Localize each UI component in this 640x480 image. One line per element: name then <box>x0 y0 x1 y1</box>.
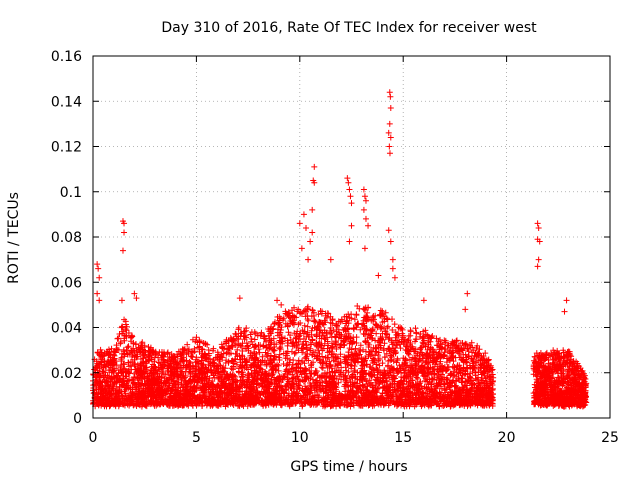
data-point-marker <box>253 384 260 391</box>
data-point-marker <box>299 345 306 352</box>
data-point-marker <box>357 342 364 349</box>
data-point-marker <box>231 372 238 379</box>
data-point-marker <box>128 334 135 341</box>
data-point-marker <box>276 345 283 352</box>
data-point-marker <box>376 362 383 369</box>
data-point-marker <box>256 349 263 356</box>
data-point-marker <box>315 311 322 318</box>
data-point-marker <box>328 340 335 347</box>
data-point-marker <box>97 346 104 353</box>
data-point-marker <box>233 361 240 368</box>
data-point-marker <box>357 348 364 355</box>
grid-lines <box>93 56 610 418</box>
data-point-marker <box>308 327 315 334</box>
data-point-marker <box>115 335 122 342</box>
data-point-marker <box>292 349 299 356</box>
data-point-marker <box>412 348 419 355</box>
data-point-marker <box>335 367 342 374</box>
data-point-marker <box>316 329 323 336</box>
data-point-marker <box>309 306 316 313</box>
data-point-marker <box>291 350 298 357</box>
data-point-marker <box>326 358 333 365</box>
data-point-marker <box>263 338 270 345</box>
data-point-marker <box>251 336 258 343</box>
data-point-marker <box>184 341 191 348</box>
data-point-marker <box>443 367 450 374</box>
data-point-marker <box>381 340 388 347</box>
data-points <box>90 89 590 410</box>
data-point-marker <box>402 366 409 373</box>
data-point-marker <box>227 371 234 378</box>
data-point-marker <box>118 324 125 331</box>
data-point-marker <box>382 309 389 316</box>
data-point-marker <box>351 363 358 370</box>
data-point-marker <box>164 350 171 357</box>
data-point-marker <box>325 342 332 349</box>
data-point-marker <box>450 358 457 365</box>
data-point-marker <box>389 327 396 334</box>
data-point-marker <box>215 375 222 382</box>
